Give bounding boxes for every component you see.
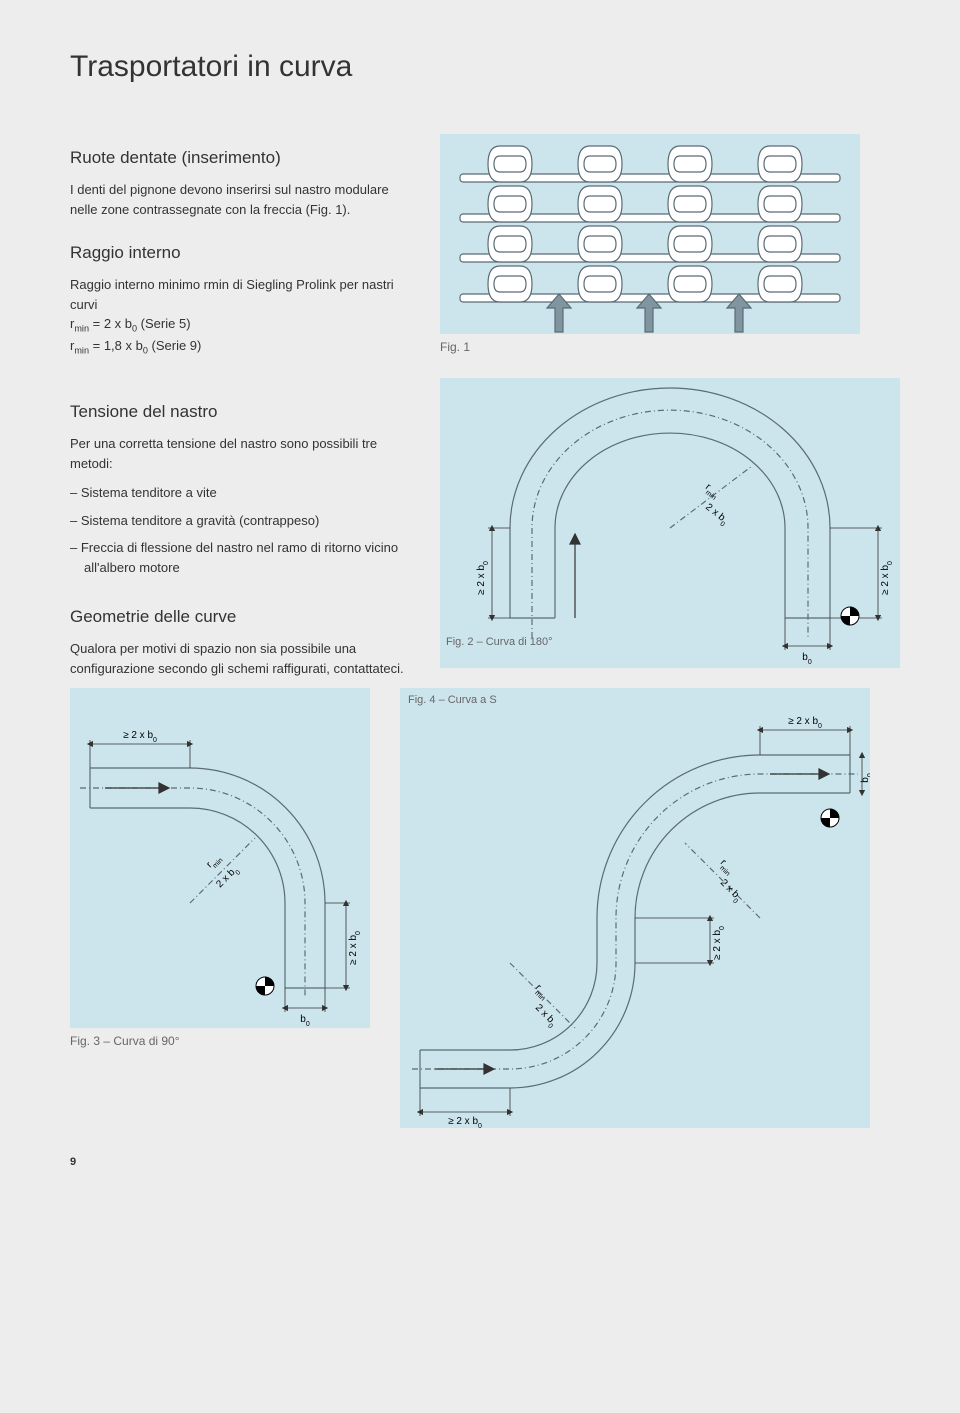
dim-label: ≥ 2 x b0 bbox=[788, 716, 822, 730]
section-heading: Raggio interno bbox=[70, 243, 410, 263]
figure-caption: Fig. 2 – Curva di 180° bbox=[446, 636, 553, 648]
dim-label: b0 bbox=[802, 652, 812, 666]
page-number: 9 bbox=[70, 1156, 900, 1168]
section-body: I denti del pignone devono inserirsi sul… bbox=[70, 180, 410, 219]
page-title: Trasportatori in curva bbox=[70, 50, 900, 84]
dim-label: ≥ 2 x b0 bbox=[448, 1116, 482, 1128]
target-icon bbox=[256, 977, 274, 995]
dim-label: ≥ 2 x b0 bbox=[476, 561, 490, 595]
dim-label: ≥ 2 x b0 bbox=[123, 730, 157, 744]
section-body: Qualora per motivi di spazio non sia pos… bbox=[70, 639, 410, 678]
dim-label: rmin bbox=[716, 858, 736, 878]
figure-caption: Fig. 3 – Curva di 90° bbox=[70, 1034, 370, 1048]
dim-label: ≥ 2 x b0 bbox=[712, 926, 726, 960]
formula-line: rmin = 1,8 x b0 (Serie 9) bbox=[70, 336, 410, 358]
dim-label: 2 x b0 bbox=[702, 502, 731, 528]
dim-label: 2 x b0 bbox=[716, 878, 744, 906]
dim-label: rmin bbox=[702, 482, 722, 502]
dim-label: 2 x b0 bbox=[531, 1003, 559, 1031]
target-icon bbox=[821, 809, 839, 827]
method-list: Sistema tenditore a vite Sistema tendito… bbox=[70, 483, 410, 577]
target-icon bbox=[841, 607, 859, 625]
dim-label: ≥ 2 x b0 bbox=[348, 931, 362, 965]
dim-label: rmin bbox=[531, 983, 551, 1003]
figure-1 bbox=[440, 134, 860, 334]
figure-4: Fig. 4 – Curva a S bbox=[400, 688, 870, 1128]
section-heading: Geometrie delle curve bbox=[70, 607, 410, 627]
dim-label: rmin bbox=[204, 852, 224, 872]
list-item: Sistema tenditore a vite bbox=[84, 483, 410, 503]
section-heading: Ruote dentate (inserimento) bbox=[70, 148, 410, 168]
figure-3: ≥ 2 x b0 ≥ 2 x b0 rmin 2 x b0 bbox=[70, 688, 370, 1028]
dim-label: b0 bbox=[300, 1014, 310, 1028]
formula-line: rmin = 2 x b0 (Serie 5) bbox=[70, 314, 410, 336]
figure-2: ≥ 2 x b0 ≥ 2 x b0 rmin 2 x b0 bbox=[440, 378, 900, 668]
section-body: Raggio interno minimo rmin di Siegling P… bbox=[70, 275, 410, 314]
figure-caption: Fig. 4 – Curva a S bbox=[408, 694, 497, 706]
dim-label: ≥ 2 x b0 bbox=[880, 561, 894, 595]
list-item: Freccia di flessione del nastro nel ramo… bbox=[84, 538, 410, 577]
section-heading: Tensione del nastro bbox=[70, 402, 410, 422]
dim-label: b0 bbox=[860, 774, 870, 784]
figure-caption: Fig. 1 bbox=[440, 340, 900, 354]
list-item: Sistema tenditore a gravità (contrappeso… bbox=[84, 511, 410, 531]
section-body: Per una corretta tensione del nastro son… bbox=[70, 434, 410, 473]
dim-label: 2 x b0 bbox=[214, 865, 242, 893]
